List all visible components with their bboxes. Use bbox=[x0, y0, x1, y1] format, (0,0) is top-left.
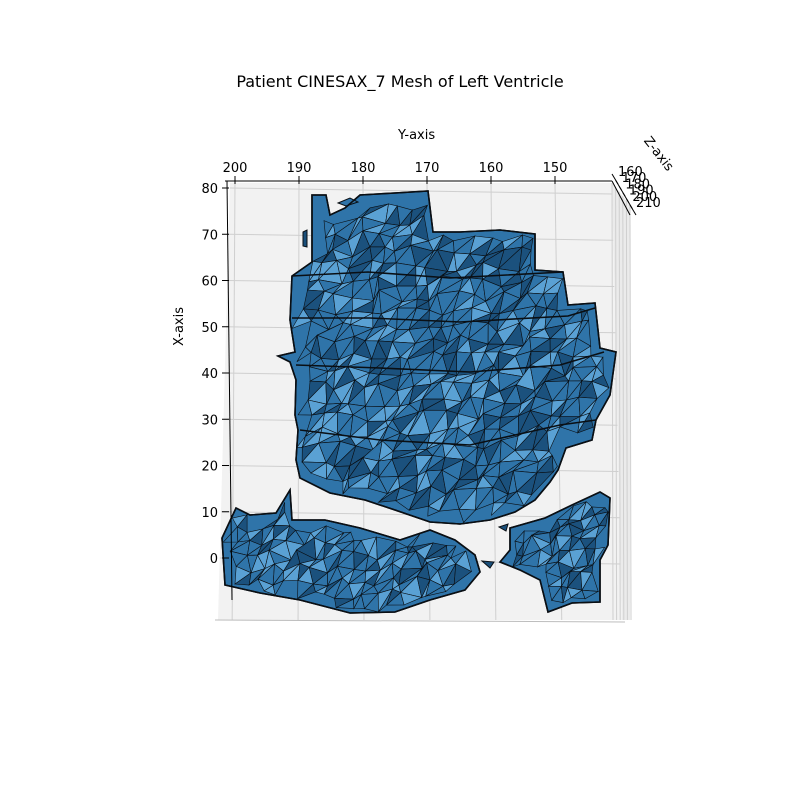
z-tick-mark bbox=[629, 204, 637, 216]
grid-line-z bbox=[625, 200, 628, 621]
mesh-face bbox=[516, 491, 532, 507]
x-tick-label: 20 bbox=[201, 460, 218, 475]
mesh-face bbox=[458, 508, 477, 523]
z-tick-label: 200 bbox=[632, 190, 657, 205]
mesh-outline bbox=[275, 190, 617, 525]
chart-title: Patient CINESAX_7 Mesh of Left Ventricle bbox=[236, 72, 564, 91]
x-tick-label: 50 bbox=[201, 321, 218, 336]
y-tick-label: 160 bbox=[479, 161, 504, 176]
mesh-face bbox=[453, 563, 472, 585]
mesh-face bbox=[272, 580, 284, 596]
x-tick-label: 40 bbox=[201, 367, 218, 382]
mesh-outline bbox=[498, 491, 611, 614]
mesh-face bbox=[592, 546, 606, 565]
mesh-fragment bbox=[480, 560, 495, 569]
grid-line-z bbox=[618, 191, 621, 621]
mesh-face bbox=[442, 583, 456, 592]
mesh-face bbox=[427, 505, 441, 517]
z-tick-label: 210 bbox=[636, 196, 661, 211]
mesh-face bbox=[400, 592, 423, 606]
side-pane bbox=[612, 183, 630, 620]
slice-ridge bbox=[295, 351, 605, 373]
z-tick-label: 180 bbox=[625, 177, 650, 192]
grid-line-z bbox=[615, 187, 618, 621]
y-tick-label: 180 bbox=[351, 161, 376, 176]
grid-line-z bbox=[622, 196, 625, 621]
y-tick-label: 200 bbox=[223, 161, 248, 176]
ventricle-mesh bbox=[221, 190, 617, 614]
y-tick-label: 190 bbox=[287, 161, 312, 176]
y-tick-label: 150 bbox=[543, 161, 568, 176]
grid-line-z bbox=[611, 182, 614, 621]
mesh-face bbox=[581, 589, 600, 600]
mesh-face bbox=[595, 525, 607, 538]
x-tick-label: 70 bbox=[201, 228, 218, 243]
x-tick-label: 10 bbox=[201, 506, 218, 521]
x-axis-ticks: 0 10 20 30 40 50 60 70 80 bbox=[201, 182, 229, 567]
mesh-face bbox=[530, 471, 555, 497]
mesh-fragment bbox=[336, 197, 360, 207]
x-tick-label: 0 bbox=[210, 552, 218, 567]
z-tick-label: 170 bbox=[622, 171, 647, 186]
grid-line-z bbox=[629, 204, 632, 621]
mesh-fragment bbox=[497, 523, 509, 532]
z-axis-line bbox=[611, 180, 631, 216]
x-tick-label: 30 bbox=[201, 413, 218, 428]
mesh-face bbox=[551, 455, 558, 473]
slice-ridge bbox=[299, 419, 597, 446]
z-tick-label: 160 bbox=[618, 165, 643, 180]
x-axis-title: X-axis bbox=[172, 307, 187, 346]
mesh-face bbox=[591, 380, 610, 400]
x-axis-line bbox=[226, 180, 233, 601]
slice-ridge bbox=[291, 271, 564, 279]
slice-ridge bbox=[292, 307, 596, 323]
mesh-face bbox=[546, 426, 561, 453]
axes bbox=[214, 180, 631, 623]
mesh-outline bbox=[221, 487, 481, 614]
mesh-fragment bbox=[302, 229, 308, 248]
z-tick-label: 190 bbox=[629, 184, 654, 199]
y-axis-ticks: 200 190 180 170 160 150 bbox=[223, 161, 568, 184]
y-tick-label: 170 bbox=[415, 161, 440, 176]
x-tick-label: 60 bbox=[201, 275, 218, 290]
y-axis-title: Y-axis bbox=[398, 128, 436, 143]
x-tick-label: 80 bbox=[201, 182, 218, 197]
mesh-face bbox=[491, 502, 506, 517]
floor-edge bbox=[214, 619, 626, 623]
